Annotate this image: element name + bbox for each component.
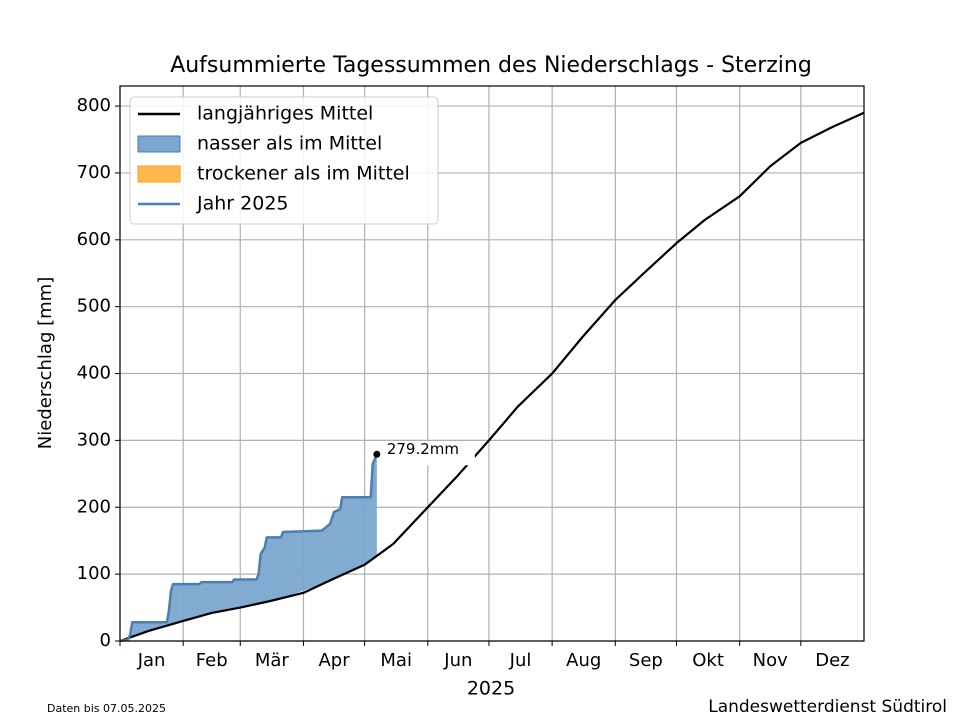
x-tick-label: Sep bbox=[629, 650, 663, 671]
y-axis-label: Niederschlag [mm] bbox=[35, 277, 56, 449]
legend-label: langjähriges Mittel bbox=[197, 103, 373, 125]
x-tick-label: Apr bbox=[318, 650, 350, 671]
chart-title: Aufsummierte Tagessummen des Niederschla… bbox=[170, 53, 812, 78]
footer-note: Daten bis 07.05.2025 bbox=[47, 702, 166, 715]
y-tick-label: 800 bbox=[77, 95, 111, 116]
end-label-box bbox=[380, 441, 475, 466]
footer-credit: Landeswetterdienst Südtirol bbox=[708, 697, 947, 717]
y-tick-label: 100 bbox=[77, 563, 111, 584]
x-tick-label: Dez bbox=[815, 650, 849, 671]
y-tick-label: 600 bbox=[77, 229, 111, 250]
y-tick-label: 500 bbox=[77, 296, 111, 317]
legend-label: nasser als im Mittel bbox=[197, 133, 382, 155]
x-tick-label: Mär bbox=[255, 650, 290, 671]
series-line bbox=[119, 453, 378, 643]
wet-area bbox=[120, 454, 377, 641]
y-tick-label: 700 bbox=[77, 162, 111, 183]
plot-frame bbox=[119, 85, 865, 642]
x-tick-label: Okt bbox=[692, 650, 724, 671]
x-tick-label: Nov bbox=[753, 650, 788, 671]
legend-label: Jahr 2025 bbox=[196, 193, 289, 215]
legend-swatch bbox=[137, 165, 181, 183]
x-axis-label: 2025 bbox=[467, 678, 515, 700]
x-tick-label: Mai bbox=[380, 650, 412, 671]
end-point bbox=[373, 450, 381, 458]
legend-box bbox=[129, 96, 439, 225]
x-tick-label: Jan bbox=[137, 650, 166, 671]
end-label: 279.2mm bbox=[387, 440, 459, 458]
x-tick-label: Jul bbox=[509, 650, 532, 671]
y-tick-label: 300 bbox=[77, 429, 111, 450]
x-tick-label: Feb bbox=[196, 650, 228, 671]
y-tick-label: 0 bbox=[100, 630, 111, 651]
legend-label: trockener als im Mittel bbox=[197, 163, 410, 185]
series-line bbox=[119, 111, 865, 643]
x-tick-label: Aug bbox=[566, 650, 601, 671]
y-tick-label: 400 bbox=[77, 363, 111, 384]
legend-swatch bbox=[137, 135, 181, 153]
y-tick-label: 200 bbox=[77, 496, 111, 517]
x-tick-label: Jun bbox=[443, 650, 472, 671]
